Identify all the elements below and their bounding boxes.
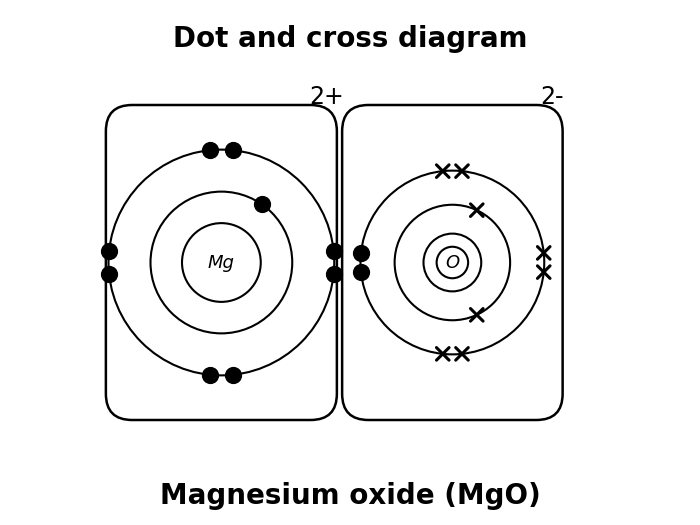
Text: Dot and cross diagram: Dot and cross diagram: [173, 25, 527, 54]
Text: 2-: 2-: [540, 85, 564, 109]
Point: [104, 247, 115, 255]
Point: [228, 371, 239, 379]
Point: [356, 249, 367, 257]
Text: Mg: Mg: [208, 254, 234, 271]
Point: [356, 268, 367, 276]
FancyBboxPatch shape: [106, 105, 337, 420]
Point: [204, 371, 215, 379]
Text: O: O: [445, 254, 459, 271]
Point: [256, 200, 267, 208]
Text: Magnesium oxide (MgO): Magnesium oxide (MgO): [160, 482, 540, 510]
Text: 2+: 2+: [309, 85, 344, 109]
Point: [328, 270, 339, 278]
Point: [328, 247, 339, 255]
Point: [228, 146, 239, 154]
FancyBboxPatch shape: [342, 105, 563, 420]
Point: [204, 146, 215, 154]
Point: [104, 270, 115, 278]
